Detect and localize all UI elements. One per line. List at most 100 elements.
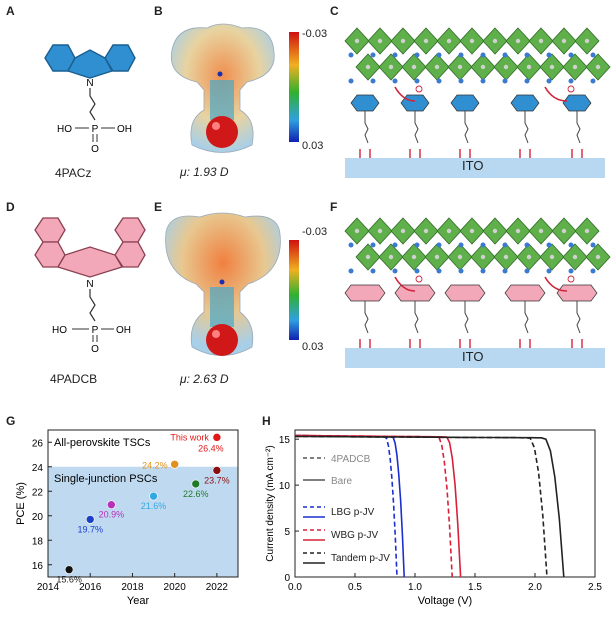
x-tick-label: 0.0: [288, 582, 302, 593]
data-label: 26.4%: [198, 443, 224, 453]
data-label: 24.2%: [142, 460, 168, 470]
pce-evolution-chart: 2014 2016 2018 2020 2022161820222426YearPCE …: [15, 429, 239, 607]
y-tick-label: 10: [279, 481, 291, 492]
a-site-cation: [590, 78, 596, 84]
panel-letter-g: G: [6, 414, 16, 428]
a-site-cation: [370, 52, 376, 58]
hole-transfer-arrow: [394, 276, 416, 292]
x-tick-label: 0.5: [348, 582, 362, 593]
panel-letter-h: H: [262, 414, 271, 428]
sam-molecule-headgroup: [556, 284, 598, 302]
sam-molecule-headgroup: [394, 284, 436, 302]
single-junction-region: [48, 466, 238, 577]
sam-molecule-headgroup: [344, 284, 386, 302]
x-tick-label: 2018: [121, 582, 144, 593]
a-site-cation: [568, 268, 574, 274]
ito-substrate: [345, 348, 605, 368]
sam-molecule-chain: [576, 301, 581, 334]
data-label: 22.6%: [183, 489, 209, 499]
a-site-cation: [370, 268, 376, 274]
sam-molecule-chain: [576, 111, 581, 144]
esp-map-4pacz: [170, 23, 275, 153]
a-site-cation: [414, 78, 420, 84]
ito-label-c: ITO: [462, 158, 484, 173]
jv-curve-series: [294, 435, 565, 578]
a-site-cation: [568, 78, 574, 84]
data-label: 19.7%: [77, 524, 103, 534]
y-tick-label: 5: [284, 527, 290, 538]
panel-letter-a: A: [6, 4, 15, 18]
a-site-cation: [524, 242, 530, 248]
plot-frame: [47, 429, 239, 578]
a-site-cation: [392, 78, 398, 84]
nitrogen-atom-label: N: [86, 78, 93, 89]
y-tick-label: 18: [32, 536, 44, 547]
y-tick-label: 15: [279, 435, 291, 446]
scale-top-label: -0.03: [302, 226, 328, 238]
a-site-cation: [590, 268, 596, 274]
a-site-cation: [568, 242, 574, 248]
sam-molecule-chain: [524, 111, 529, 144]
y-tick-label: 0: [284, 573, 290, 584]
a-site-cation: [524, 268, 530, 274]
a-site-cation: [546, 78, 552, 84]
interface-scheme-4pacz: [344, 27, 611, 178]
a-site-cation: [590, 52, 596, 58]
data-label: 23.7%: [204, 475, 230, 485]
a-site-cation: [546, 52, 552, 58]
a-site-cation: [414, 268, 420, 274]
x-tick-label: 2022: [206, 582, 229, 593]
scale-top-label: -0.03: [302, 28, 328, 40]
sam-molecule-headgroup: [444, 284, 486, 302]
sam-molecule-headgroup: [450, 94, 480, 112]
hydroxyl-left-label: HO: [52, 325, 67, 336]
data-point: [85, 515, 95, 524]
a-site-cation: [480, 78, 486, 84]
jv-curves-chart: 0.0 0.5 1.0 1.5 2.0 2.5 0 5 10 15 Voltage (V) Curre…: [265, 429, 602, 607]
a-site-cation: [502, 78, 508, 84]
a-site-cation: [458, 52, 464, 58]
panel-letter-b: B: [154, 4, 163, 18]
hole-transfer-arrow: [394, 86, 416, 102]
hole-symbol: [567, 275, 575, 283]
a-site-cation: [458, 242, 464, 248]
ito-substrate: [345, 158, 605, 178]
a-site-cation: [370, 242, 376, 248]
y-axis-title: Current density (mA cm⁻²): [265, 445, 276, 561]
sam-molecule-headgroup: [504, 284, 546, 302]
data-point: [149, 491, 158, 501]
legend-label: Tandem p-JV: [331, 553, 390, 564]
interface-scheme-4padcb: [344, 217, 611, 368]
a-site-cation: [414, 52, 420, 58]
phosphorus-atom-label: P: [92, 325, 99, 336]
a-site-cation: [414, 242, 420, 248]
hole-transfer-arrow: [544, 276, 568, 292]
oxygen-atom-label: O: [91, 344, 99, 355]
hole-symbol: [415, 275, 423, 283]
hydroxyl-right-label: OH: [116, 325, 131, 336]
a-site-cation: [436, 268, 442, 274]
a-site-cation: [458, 268, 464, 274]
y-tick-label: 24: [32, 463, 44, 474]
scale-bottom-label: 0.03: [302, 140, 324, 152]
a-site-cation: [480, 268, 486, 274]
a-site-cation: [568, 52, 574, 58]
a-site-cation: [348, 268, 354, 274]
a-site-cation: [392, 242, 398, 248]
a-site-cation: [480, 242, 486, 248]
x-tick-label: 1.5: [468, 582, 482, 593]
x-tick-label: 2020: [164, 582, 187, 593]
esp-color-scale: [289, 240, 299, 340]
a-site-cation: [370, 78, 376, 84]
sam-molecule-chain: [364, 111, 369, 144]
legend-label: LBG p-JV: [331, 507, 375, 518]
panel-letter-f: F: [330, 200, 338, 214]
hydroxyl-left-label: HO: [57, 124, 72, 135]
data-label: 21.6%: [141, 501, 167, 511]
y-tick-label: 26: [32, 438, 44, 449]
oxygen-atom-label: O: [91, 144, 99, 155]
x-axis-title: Year: [127, 595, 150, 607]
a-site-cation: [524, 78, 530, 84]
dipole-moment-4padcb: μ: 2.63 D: [180, 372, 229, 386]
sam-molecule-chain: [364, 301, 369, 334]
